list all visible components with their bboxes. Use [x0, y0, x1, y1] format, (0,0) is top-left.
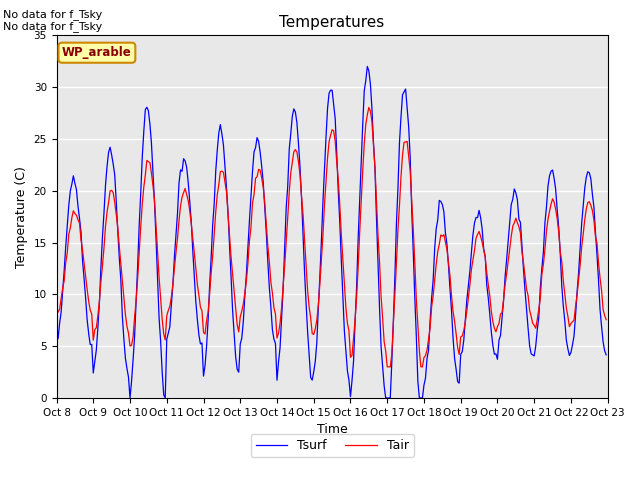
X-axis label: Time: Time	[317, 423, 348, 436]
Tair	[383, 364, 391, 370]
Y-axis label: Temperature (C): Temperature (C)	[15, 166, 28, 267]
Tsurf	[246, 218, 253, 224]
Tair	[575, 277, 582, 283]
Legend: Tsurf, Tair: Tsurf, Tair	[251, 434, 413, 457]
Tair	[293, 149, 301, 155]
Title: Temperatures: Temperatures	[280, 15, 385, 30]
Tsurf	[52, 336, 60, 342]
Tair	[235, 329, 243, 335]
Text: WP_arable: WP_arable	[62, 46, 132, 59]
Tair	[216, 169, 224, 175]
Tsurf	[120, 336, 128, 342]
Tsurf	[294, 140, 302, 146]
Tsurf	[126, 395, 134, 401]
Tair	[52, 312, 60, 317]
Tsurf	[602, 352, 610, 358]
Tsurf	[364, 63, 371, 69]
Text: No data for f_Tsky: No data for f_Tsky	[3, 9, 102, 20]
Tair	[602, 317, 610, 323]
Line: Tsurf: Tsurf	[56, 66, 606, 398]
Tair	[120, 295, 128, 300]
Tsurf	[236, 341, 244, 347]
Tsurf	[218, 131, 226, 137]
Text: No data for f_Tsky: No data for f_Tsky	[3, 21, 102, 32]
Tair	[244, 261, 252, 266]
Tsurf	[575, 270, 582, 276]
Line: Tair: Tair	[56, 108, 606, 367]
Tair	[365, 105, 372, 110]
